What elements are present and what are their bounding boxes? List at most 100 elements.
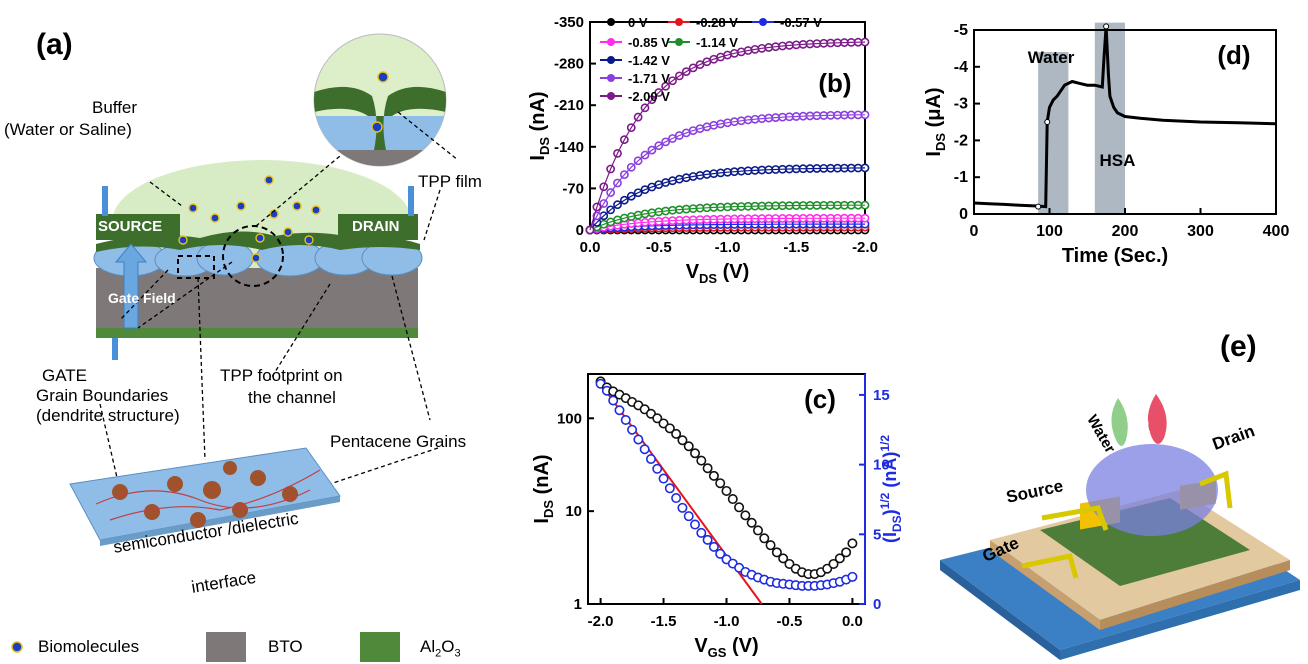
zoom-inset: [313, 33, 447, 167]
iv-output-chart: 0.0 -0.5 -1.0 -1.5 -2.0 0 -70 -140 -210 -280 -350 V…: [527, 14, 878, 286]
x-tick-label: 400: [1263, 223, 1290, 240]
pentacene-label: Pentacene Grains: [330, 432, 467, 451]
ids-point: [727, 494, 738, 505]
bto-layer: [96, 268, 418, 328]
tpp-footprint-label-1: TPP footprint on: [220, 366, 343, 385]
legend-label: -1.14 V: [696, 35, 738, 50]
panel-e-label: (e): [1220, 330, 1257, 363]
biomolecule-icon: [11, 641, 23, 653]
legend-bto-swatch: [206, 632, 246, 662]
legend-marker: [607, 92, 615, 100]
water-annotation: Water: [1028, 48, 1075, 67]
legend-marker: [607, 38, 615, 46]
x-tick-label: -1.0: [714, 613, 740, 630]
sqrt-ids-point: [690, 519, 701, 530]
legend-marker: [675, 38, 683, 46]
series-line: [589, 204, 865, 231]
y-tick-label-right: 10: [873, 457, 890, 474]
ids-point: [752, 525, 763, 536]
ids-point: [834, 553, 845, 564]
y-tick-label: -4: [954, 59, 968, 76]
panel-e: (e) Water HSA Drain Source Gate: [930, 330, 1308, 664]
gate-label: GATE: [42, 366, 88, 385]
pentacene-layer: [93, 239, 423, 277]
series-line: [589, 41, 866, 231]
tpp-film-label: TPP film: [418, 172, 482, 191]
y-tick-label-left: 100: [557, 410, 582, 427]
x-tick-label: 0: [970, 223, 979, 240]
y-tick-label: -1: [954, 169, 968, 186]
legend-label: -0.57 V: [780, 15, 822, 30]
water-drop: [1111, 398, 1128, 446]
legend-bto: BTO: [268, 637, 303, 656]
annotation-arrows: [99, 111, 459, 489]
sqrt-ids-point: [708, 541, 719, 552]
hsa-annotation: HSA: [1099, 151, 1135, 170]
gate-pin: [112, 338, 118, 360]
x-tick-label: 100: [1036, 223, 1063, 240]
water-band: [1038, 52, 1069, 214]
legend-al2o3-swatch: [360, 632, 400, 662]
y-tick-label-right: 0: [873, 596, 881, 613]
ids-point: [702, 463, 713, 474]
legend-label: -0.85 V: [628, 35, 670, 50]
legend-biomolecules: Biomolecules: [38, 637, 140, 656]
y-tick-label: -210: [554, 97, 584, 114]
al2o3-bottom: [96, 328, 418, 338]
sqrt-ids-point: [677, 502, 688, 513]
droplet: [1086, 444, 1218, 536]
ids-point: [778, 553, 789, 564]
sqrt-ids-point: [614, 405, 625, 416]
trace-marker: [1103, 23, 1110, 30]
x-tick-label: -1.5: [783, 239, 809, 256]
ids-point: [671, 428, 682, 439]
sqrt-ids-point: [608, 395, 619, 406]
sqrt-ids-point: [696, 527, 707, 538]
hsa-band: [1094, 22, 1125, 214]
device-3d-illustration: [940, 394, 1300, 660]
y-tick-label: -140: [554, 139, 584, 156]
gate-field-arrow: [114, 243, 148, 329]
ids-point: [740, 510, 751, 521]
grain-boundaries-label-2: (dendrite structure): [36, 406, 180, 425]
x-tick-label: -0.5: [646, 239, 672, 256]
buffer-label-1: Buffer: [92, 98, 138, 117]
y-tick-label-right: 5: [873, 526, 881, 543]
y-axis-label-left: IDS (nA): [531, 454, 556, 523]
ids-point: [765, 540, 776, 551]
panel-b-label: (b): [818, 68, 851, 98]
sqrt-ids-point: [683, 511, 694, 522]
x-axis-label: Time (Sec.): [1062, 245, 1168, 267]
sqrt-ids-point: [664, 483, 675, 494]
legend-marker: [607, 18, 615, 26]
y-tick-label: -2: [954, 132, 968, 149]
x-axis-label: VGS (V): [694, 635, 758, 660]
ids-point: [759, 533, 770, 544]
legend-label: 0 V: [628, 15, 648, 30]
series-line: [589, 114, 865, 231]
source-electrode: [96, 214, 180, 240]
time-response-chart: 0 100 200 300 400 0 -1 -2 -3 -4 -5 Time (Sec.) IDS (…: [923, 22, 1290, 267]
ids-point: [847, 538, 858, 549]
ids-point: [658, 418, 669, 429]
sqrt-ids-point: [715, 548, 726, 559]
ids-point: [683, 441, 694, 452]
x-tick-label: -1.5: [651, 613, 677, 630]
tpp-footprint-label-2: the channel: [248, 388, 336, 407]
y-tick-label-left: 10: [565, 503, 582, 520]
sqrt-ids-point: [627, 424, 638, 435]
y-tick-label: -3: [954, 96, 968, 113]
panel-c-label: (c): [804, 384, 836, 414]
ids-point: [841, 547, 852, 558]
y-tick-label: -350: [554, 14, 584, 31]
legend-marker: [675, 18, 683, 26]
ids-point: [664, 423, 675, 434]
sqrt-ids-point: [702, 534, 713, 545]
legend-marker: [759, 18, 767, 26]
grain-boundaries-label-1: Grain Boundaries: [36, 386, 169, 405]
y-tick-label: -70: [562, 180, 584, 197]
legend-label: -1.71 V: [628, 71, 670, 86]
panel-a: (a): [0, 0, 520, 664]
x-tick-label: 0.0: [580, 239, 601, 256]
y-tick-label-left: 1: [574, 596, 582, 613]
